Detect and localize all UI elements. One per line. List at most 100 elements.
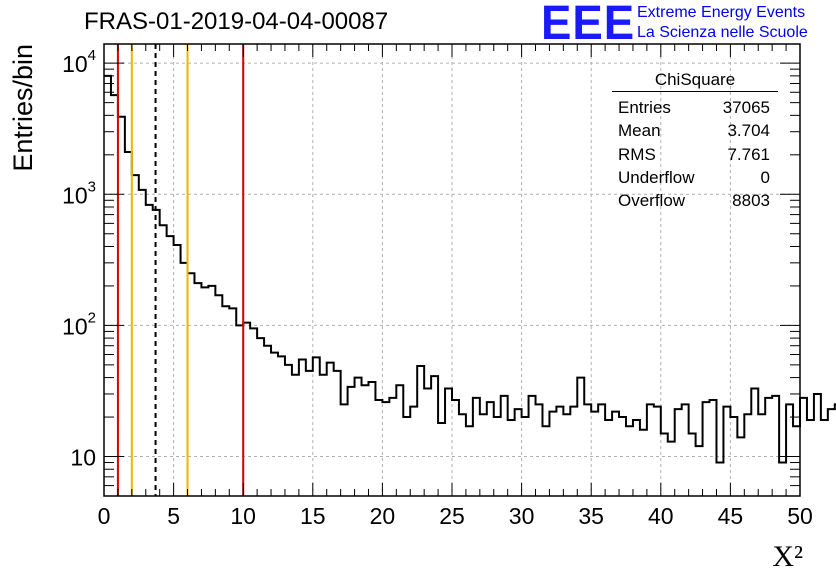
- histogram-bin: [605, 420, 612, 496]
- histogram-bin: [292, 375, 299, 496]
- stats-label: Overflow: [618, 191, 686, 211]
- y-tick-label: 10: [70, 445, 96, 471]
- histogram-bin: [410, 407, 417, 496]
- logo-subtitle-line1: Extreme Energy Events: [637, 4, 806, 21]
- histogram-bin: [577, 378, 584, 496]
- y-tick-label: 103: [62, 178, 96, 208]
- histogram-bin: [779, 463, 786, 496]
- histogram-bin: [661, 433, 668, 496]
- histogram-bin: [542, 426, 549, 496]
- histogram-bin: [682, 404, 689, 496]
- x-axis-ticks: 0 5 10 15 20 25 30 35 40 45 50: [98, 44, 813, 529]
- histogram-bin: [689, 433, 696, 496]
- histogram-bin: [828, 409, 835, 496]
- histogram-bin: [403, 417, 410, 496]
- x-tick-label: 20: [370, 503, 396, 529]
- reference-lines: [116, 44, 245, 496]
- histogram-bin: [549, 412, 556, 496]
- histogram-bin: [181, 263, 188, 496]
- histogram-bin: [278, 356, 285, 496]
- histogram-bin: [723, 407, 730, 496]
- stats-row-mean: Mean 3.704: [612, 119, 778, 142]
- histogram-bin: [675, 409, 682, 496]
- stats-value: 3.704: [727, 121, 770, 141]
- histogram-bin: [640, 430, 647, 496]
- histogram-bin: [751, 389, 758, 496]
- stats-label: RMS: [618, 144, 656, 164]
- histogram-bin: [612, 412, 619, 496]
- histogram-bin: [334, 371, 341, 496]
- histogram-bin: [313, 357, 320, 496]
- histogram-bin: [570, 407, 577, 496]
- histogram-bin: [668, 442, 675, 496]
- histogram-bin: [598, 404, 605, 496]
- y-axis-label: Entries/bin: [8, 44, 38, 172]
- stats-row-entries: Entries 37065: [612, 96, 778, 119]
- histogram-bin: [494, 417, 501, 496]
- histogram-bin: [584, 404, 591, 496]
- histogram-bin: [633, 420, 640, 496]
- plot-area: [104, 44, 800, 496]
- histogram-bin: [208, 286, 215, 496]
- histogram-bin: [299, 359, 306, 496]
- histogram-bin: [146, 205, 153, 496]
- histogram-bin: [536, 404, 543, 496]
- histogram-bin: [563, 414, 570, 496]
- histogram-bin: [264, 346, 271, 496]
- stats-row-rms: RMS 7.761: [612, 143, 778, 166]
- x-tick-label: 45: [718, 503, 744, 529]
- logo-subtitle-line2: La Scienza nelle Scuole: [637, 24, 808, 41]
- histogram-bin: [452, 400, 459, 496]
- x-tick-label: 25: [439, 503, 465, 529]
- histogram-bin: [529, 396, 536, 496]
- histogram-bin: [201, 287, 208, 496]
- histogram-bin: [257, 338, 264, 496]
- histogram-bin: [362, 385, 369, 496]
- histogram-bin: [250, 328, 257, 496]
- histogram-bin: [194, 283, 201, 496]
- histogram-bin: [396, 385, 403, 496]
- histogram-bin: [487, 402, 494, 496]
- histogram-bin: [473, 398, 480, 496]
- x-tick-label: 50: [787, 503, 813, 529]
- histogram-bin: [368, 382, 375, 496]
- histogram-bin: [271, 353, 278, 496]
- histogram-bin: [814, 394, 821, 496]
- histogram-bin: [222, 306, 229, 496]
- histogram-bin: [306, 371, 313, 496]
- histogram-bin: [348, 387, 355, 496]
- histogram-bin: [355, 378, 362, 496]
- y-axis-ticks: 10 102 103 104: [62, 47, 800, 497]
- x-tick-label: 35: [578, 503, 604, 529]
- histogram-bin: [647, 404, 654, 496]
- histogram-bin: [229, 308, 236, 496]
- histogram-bin: [556, 407, 563, 496]
- histogram-bin: [382, 402, 389, 496]
- x-tick-label: 10: [230, 503, 256, 529]
- histogram-bin: [730, 417, 737, 496]
- histogram-bin: [389, 398, 396, 496]
- histogram-bin: [132, 175, 139, 496]
- histogram-bin: [508, 420, 515, 496]
- histogram-bin: [459, 414, 466, 496]
- histogram-bin: [160, 225, 167, 496]
- histogram-bin: [800, 398, 807, 496]
- histogram-bin: [431, 376, 438, 496]
- x-tick-label: 15: [300, 503, 326, 529]
- histogram-bin: [375, 400, 382, 496]
- histogram-bin: [626, 426, 633, 496]
- histogram-bin: [125, 152, 132, 496]
- stats-label: Mean: [618, 121, 661, 141]
- histogram-bin: [188, 273, 195, 496]
- histogram-bin: [445, 389, 452, 496]
- histogram-bin: [215, 295, 222, 496]
- histogram-bin: [716, 463, 723, 496]
- histogram-bin: [341, 404, 348, 496]
- stats-label: Entries: [618, 98, 671, 117]
- stats-row-overflow: Overflow 8803: [612, 189, 778, 212]
- grid-lines: [104, 44, 800, 496]
- stats-value: 7.761: [727, 144, 770, 164]
- x-axis-label: X²: [772, 540, 803, 572]
- histogram-bin: [765, 398, 772, 496]
